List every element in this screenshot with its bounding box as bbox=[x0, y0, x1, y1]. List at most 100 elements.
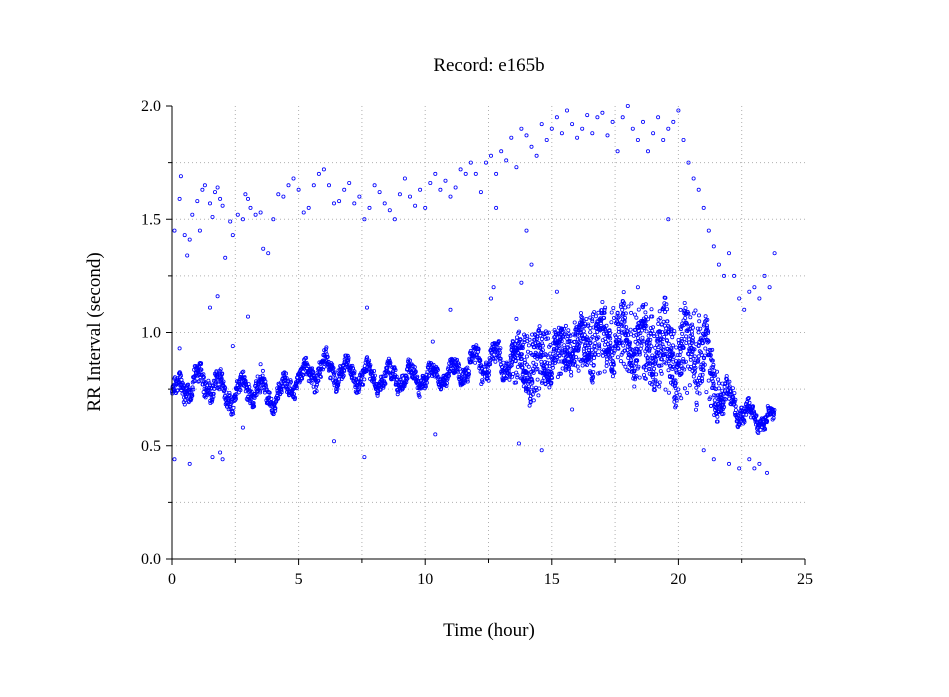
data-point bbox=[640, 328, 645, 333]
data-point bbox=[696, 383, 701, 388]
data-point bbox=[245, 385, 250, 390]
data-point bbox=[615, 310, 620, 315]
data-point bbox=[623, 305, 628, 310]
data-point bbox=[696, 359, 701, 364]
data-point bbox=[657, 333, 662, 338]
data-point bbox=[668, 364, 673, 369]
data-point bbox=[525, 334, 530, 339]
data-layer bbox=[169, 104, 777, 475]
data-point bbox=[727, 461, 732, 466]
labels-layer: 0.0 0.5 1.0 1.5 2.0 0 5 10 15 20 25 bbox=[141, 98, 813, 588]
data-point bbox=[670, 374, 675, 379]
data-point bbox=[557, 343, 562, 348]
data-point bbox=[628, 340, 633, 345]
data-point bbox=[499, 149, 504, 154]
x-tick-label: 20 bbox=[670, 571, 686, 588]
data-point bbox=[242, 374, 247, 379]
data-point bbox=[518, 337, 523, 342]
data-point bbox=[318, 374, 323, 379]
data-point bbox=[712, 398, 717, 403]
data-point bbox=[631, 363, 636, 368]
data-point bbox=[294, 386, 299, 391]
data-point bbox=[546, 336, 551, 341]
data-point bbox=[538, 345, 543, 350]
data-point bbox=[227, 390, 232, 395]
data-point bbox=[389, 377, 394, 382]
data-point bbox=[527, 373, 532, 378]
data-point bbox=[581, 329, 586, 334]
data-point bbox=[675, 353, 680, 358]
data-point bbox=[623, 311, 628, 316]
data-point bbox=[767, 285, 772, 290]
data-point bbox=[453, 361, 458, 366]
data-point bbox=[556, 348, 561, 353]
data-point bbox=[611, 350, 616, 355]
data-point bbox=[345, 353, 350, 358]
data-point bbox=[209, 392, 214, 397]
data-point bbox=[593, 348, 598, 353]
data-point bbox=[357, 194, 362, 199]
data-point bbox=[666, 217, 671, 222]
data-point bbox=[706, 329, 711, 334]
y-tick-label: 1.0 bbox=[141, 325, 161, 342]
data-point bbox=[582, 332, 587, 337]
data-point bbox=[697, 319, 702, 324]
data-point bbox=[548, 351, 553, 356]
data-point bbox=[296, 187, 301, 192]
data-point bbox=[678, 349, 683, 354]
data-point bbox=[632, 384, 637, 389]
data-point bbox=[677, 358, 682, 363]
data-point bbox=[517, 329, 522, 334]
data-point bbox=[711, 244, 716, 249]
data-point bbox=[187, 237, 192, 242]
data-point bbox=[178, 373, 183, 378]
data-point bbox=[207, 201, 212, 206]
data-point bbox=[686, 160, 691, 165]
data-point bbox=[690, 325, 695, 330]
data-point bbox=[372, 373, 377, 378]
data-point bbox=[566, 328, 571, 333]
data-point bbox=[593, 351, 598, 356]
data-point bbox=[323, 347, 328, 352]
data-point bbox=[537, 324, 542, 329]
data-point bbox=[762, 273, 767, 278]
data-point bbox=[190, 212, 195, 217]
data-point bbox=[644, 329, 649, 334]
data-point bbox=[444, 381, 449, 386]
data-point bbox=[591, 362, 596, 367]
data-point bbox=[468, 160, 473, 165]
data-point bbox=[534, 153, 539, 158]
data-point bbox=[752, 466, 757, 471]
data-point bbox=[612, 370, 617, 375]
data-point bbox=[732, 391, 737, 396]
data-point bbox=[291, 392, 296, 397]
data-point bbox=[747, 457, 752, 462]
data-point bbox=[413, 369, 418, 374]
data-point bbox=[659, 363, 664, 368]
data-point bbox=[644, 314, 649, 319]
data-point bbox=[331, 201, 336, 206]
data-point bbox=[612, 348, 617, 353]
data-point bbox=[352, 369, 357, 374]
data-point bbox=[547, 385, 552, 390]
data-point bbox=[629, 301, 634, 306]
data-point bbox=[530, 380, 535, 385]
data-point bbox=[666, 126, 671, 131]
data-point bbox=[342, 187, 347, 192]
data-point bbox=[448, 307, 453, 312]
data-point bbox=[674, 390, 679, 395]
data-point bbox=[624, 325, 629, 330]
data-point bbox=[388, 360, 393, 365]
data-point bbox=[526, 343, 531, 348]
data-point bbox=[506, 361, 511, 366]
data-point bbox=[466, 374, 471, 379]
data-point bbox=[696, 357, 701, 362]
x-tick-label: 15 bbox=[544, 571, 560, 588]
data-point bbox=[210, 214, 215, 219]
data-point bbox=[673, 381, 678, 386]
data-point bbox=[694, 402, 699, 407]
data-point bbox=[524, 228, 529, 233]
data-point bbox=[300, 376, 305, 381]
data-point bbox=[671, 359, 676, 364]
